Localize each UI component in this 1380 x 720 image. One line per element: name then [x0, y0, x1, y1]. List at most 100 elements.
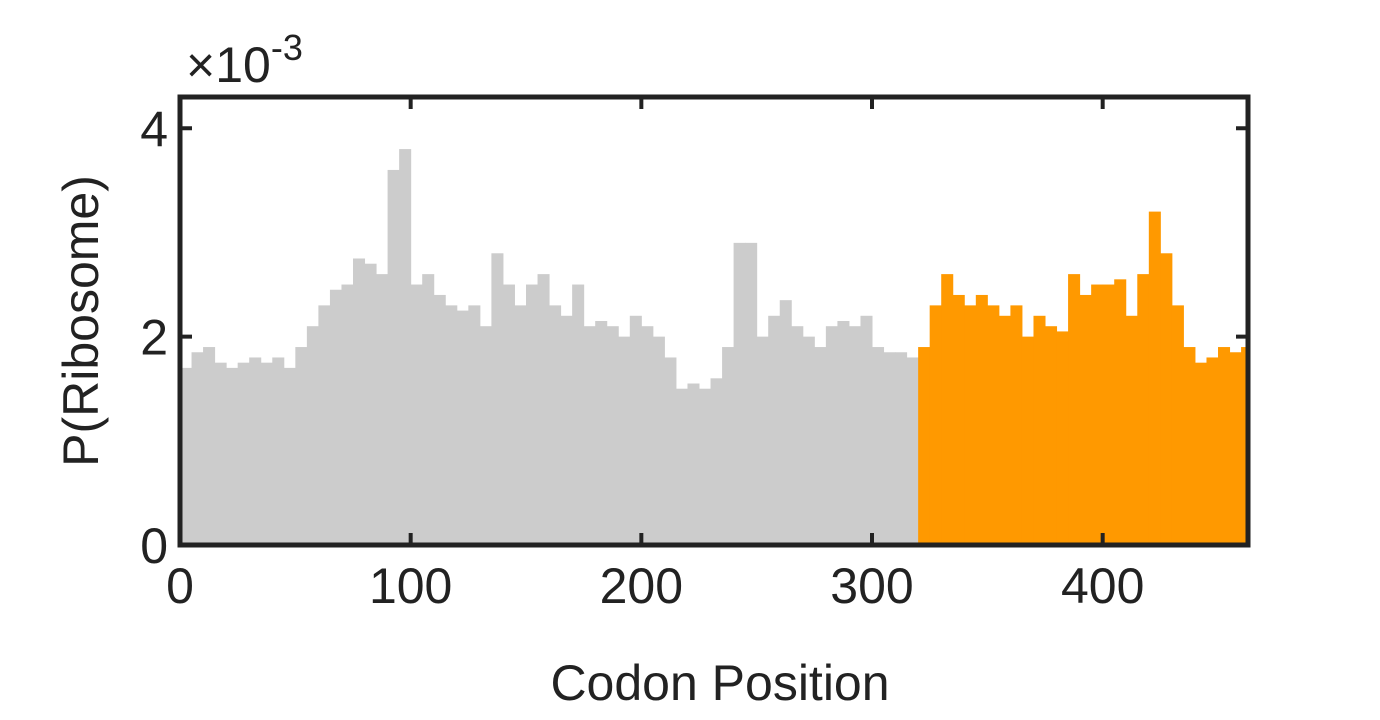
bar [1091, 284, 1104, 545]
y-tick-label: 2 [140, 310, 168, 366]
bar [687, 383, 700, 545]
bar [410, 284, 423, 545]
bar [872, 347, 885, 545]
y-tick-label: 4 [140, 101, 168, 157]
bar [479, 326, 492, 545]
bar [1079, 294, 1092, 545]
bar [802, 336, 815, 545]
bar [387, 169, 400, 545]
bar [491, 253, 504, 546]
bar [214, 362, 227, 545]
bar [237, 362, 250, 545]
bar [756, 336, 769, 545]
bar [560, 315, 573, 545]
bar [456, 310, 469, 545]
bar [710, 378, 723, 545]
x-tick-label: 400 [1061, 558, 1144, 614]
bar [306, 326, 319, 545]
y-tick-label: 0 [140, 518, 168, 574]
bar [1206, 357, 1219, 545]
bar [722, 347, 735, 545]
bar [1010, 305, 1023, 545]
bar [964, 305, 977, 545]
bar [664, 357, 677, 545]
bar [699, 388, 712, 545]
bar [260, 362, 273, 545]
bar [1021, 336, 1034, 545]
bar [1171, 305, 1184, 545]
multiplier-exponent: -3 [271, 27, 303, 68]
bar [295, 347, 308, 545]
bar [975, 294, 988, 545]
bar [1241, 347, 1249, 545]
bar [537, 274, 550, 545]
bar [906, 357, 919, 545]
bar [998, 315, 1011, 545]
bar [1045, 326, 1058, 545]
bar [433, 294, 446, 545]
bar [283, 367, 296, 545]
bar [1194, 362, 1207, 545]
bar [629, 315, 642, 545]
bar [1056, 331, 1069, 545]
bar [618, 336, 631, 545]
x-tick-label: 100 [369, 558, 452, 614]
bar [203, 347, 216, 545]
bar [768, 315, 781, 545]
bar [1229, 352, 1242, 545]
bar [514, 305, 527, 545]
bar [779, 300, 792, 545]
bar [606, 326, 619, 545]
bar [675, 388, 688, 545]
bar [249, 357, 262, 545]
bar [353, 258, 366, 545]
bar [502, 284, 515, 545]
bar [445, 305, 458, 545]
bar [1160, 253, 1173, 546]
bar [272, 357, 285, 545]
bar [341, 284, 354, 545]
bar [641, 326, 654, 545]
bar [422, 274, 435, 545]
y-axis-label: P(Ribosome) [53, 175, 109, 467]
x-tick-label: 200 [600, 558, 683, 614]
bar [848, 326, 861, 545]
bar [1102, 284, 1115, 545]
bar [929, 305, 942, 545]
x-axis-label: Codon Position [550, 655, 889, 711]
bar [745, 242, 758, 545]
multiplier-base: ×10 [186, 37, 271, 93]
bar [814, 347, 827, 545]
bar [583, 326, 596, 545]
x-tick-label: 0 [166, 558, 194, 614]
bar [549, 305, 562, 545]
bar [941, 274, 954, 545]
bar [883, 352, 896, 545]
bar [733, 242, 746, 545]
bar [652, 336, 665, 545]
bar [918, 347, 931, 545]
bar [180, 367, 193, 545]
plot-frame [177, 94, 1251, 548]
bar [1068, 274, 1081, 545]
bar [329, 289, 342, 545]
y-multiplier: ×10-3 [186, 27, 303, 93]
bar [364, 263, 377, 545]
bar [1148, 211, 1161, 545]
bar [318, 305, 331, 545]
bar [572, 284, 585, 545]
bar [952, 294, 965, 545]
bar [376, 274, 389, 545]
bar [526, 284, 539, 545]
bar [1137, 274, 1150, 545]
bar [399, 149, 412, 545]
x-tick-label: 300 [830, 558, 913, 614]
bar [791, 326, 804, 545]
bar [1033, 315, 1046, 545]
bar [860, 315, 873, 545]
bar [837, 321, 850, 545]
bar [595, 321, 608, 545]
bar [1125, 315, 1138, 545]
bar [895, 352, 908, 545]
